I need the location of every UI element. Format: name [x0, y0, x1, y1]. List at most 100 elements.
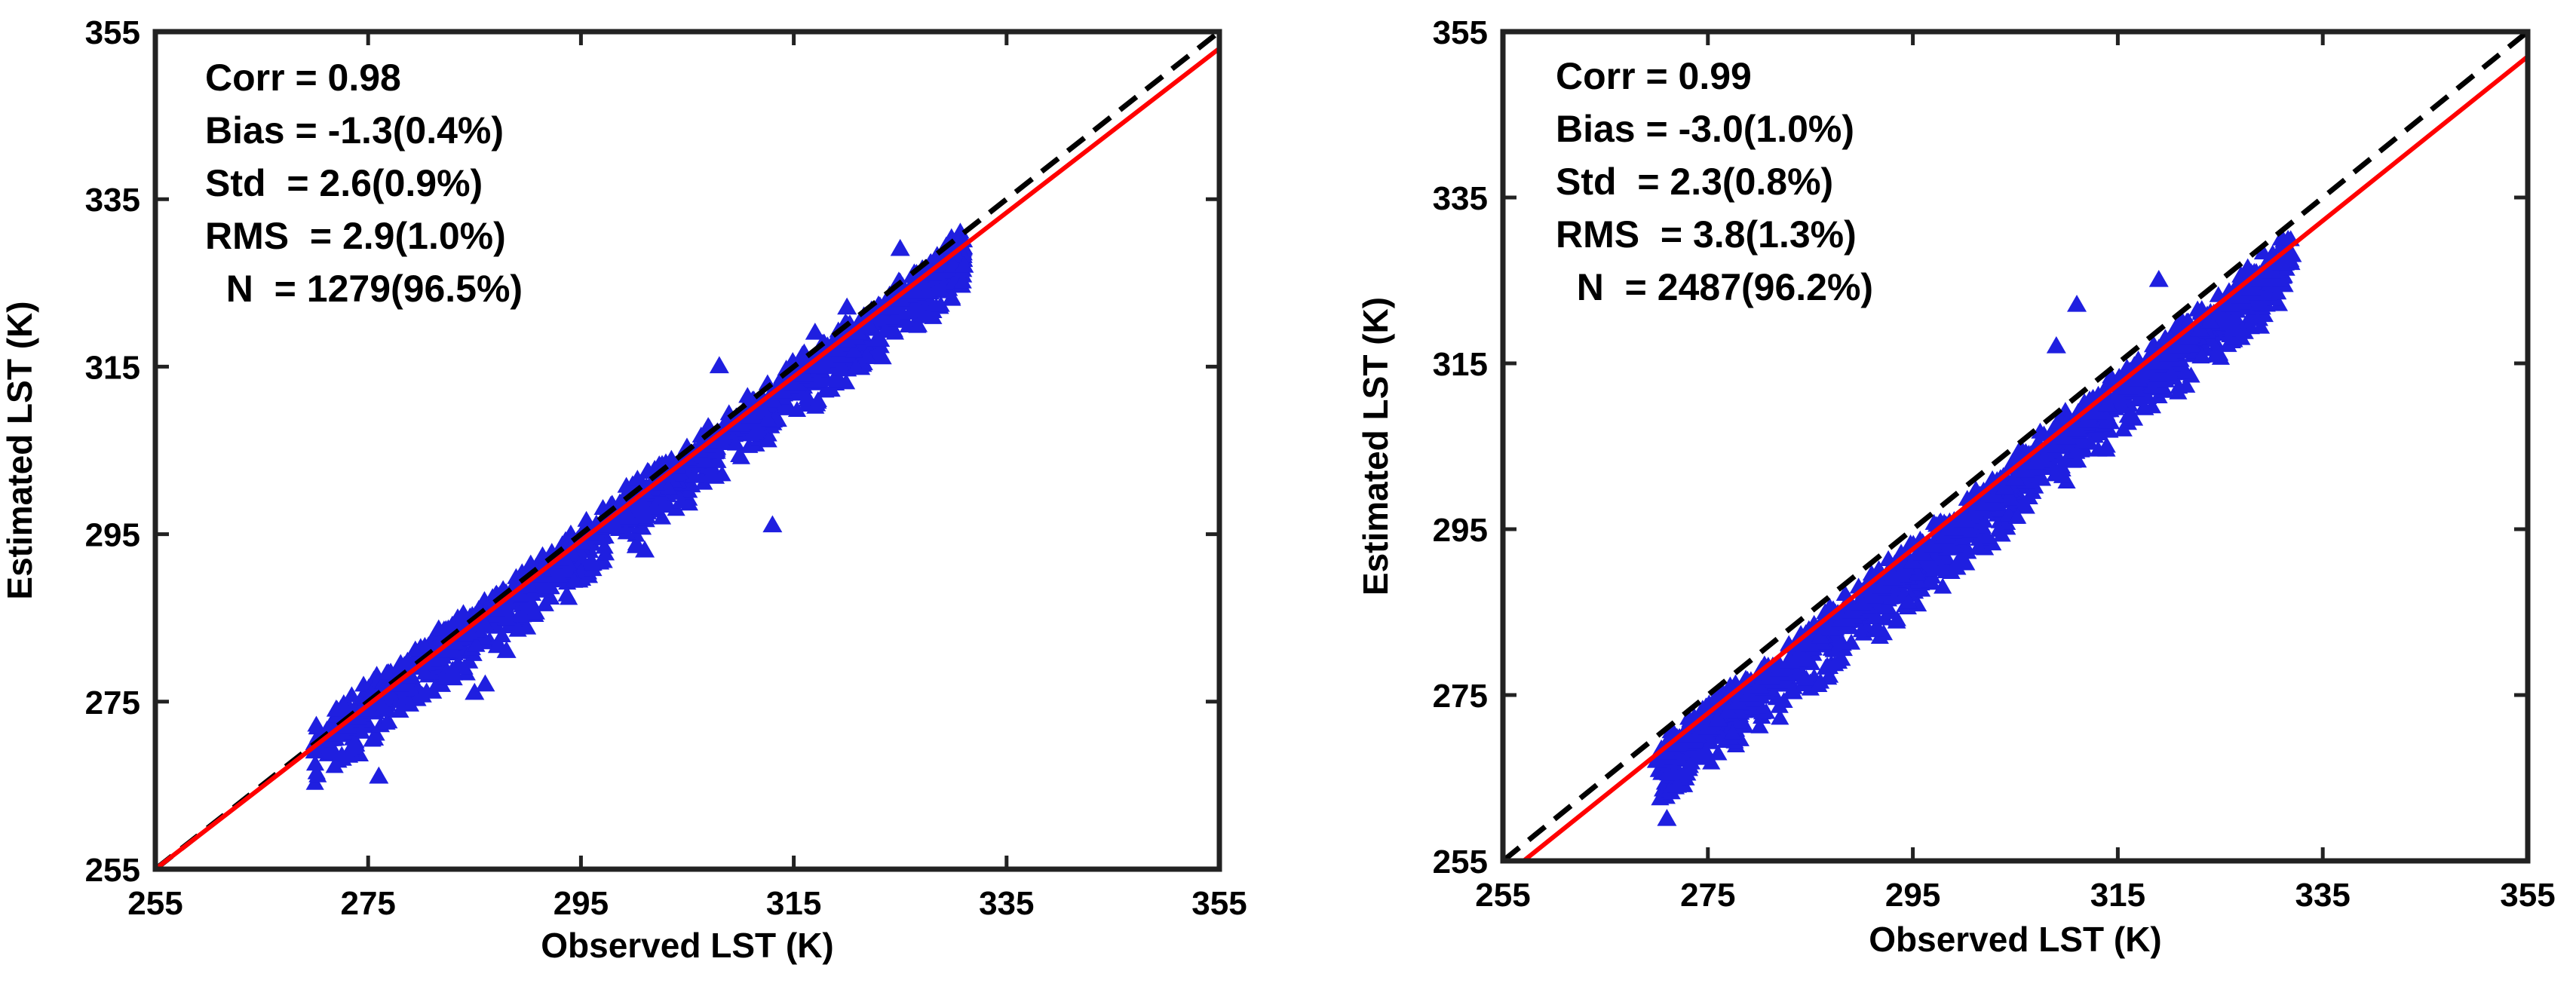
data-point	[773, 381, 793, 399]
data-point	[890, 238, 910, 256]
plot-area	[1503, 32, 2528, 861]
scatter-point	[713, 433, 732, 451]
data-point	[2016, 461, 2036, 478]
data-point	[1934, 527, 1954, 544]
x-tick-label: 355	[1191, 885, 1247, 922]
x-tick-label: 315	[766, 885, 821, 922]
scatter-point	[1969, 537, 1988, 554]
data-point	[1667, 776, 1688, 793]
scatter-point	[867, 341, 886, 357]
scatter-point	[1723, 724, 1742, 740]
scatter-point	[928, 280, 947, 297]
scatter-point	[305, 755, 325, 771]
scatter-point	[1820, 657, 1839, 674]
scatter-point	[2026, 477, 2044, 494]
data-point	[858, 314, 879, 332]
data-point	[1739, 684, 1759, 702]
scatter-point	[672, 492, 691, 509]
data-point	[2241, 278, 2262, 296]
data-point	[2271, 253, 2292, 271]
scatter-point	[857, 346, 876, 363]
y-tick-label: 275	[1433, 678, 1488, 715]
data-point	[2036, 444, 2056, 461]
scatter-point	[1992, 525, 2011, 542]
scatter-point	[2136, 399, 2154, 415]
data-point	[1708, 709, 1728, 727]
data-point	[1882, 568, 1903, 586]
scatter-point	[346, 736, 365, 752]
data-point	[1954, 510, 1974, 528]
scatter-point	[1696, 749, 1715, 765]
scatter-point	[2142, 378, 2161, 394]
scatter-point	[2052, 457, 2071, 474]
scatter-point	[342, 686, 361, 703]
scatter-point	[808, 393, 827, 409]
scatter-point	[400, 695, 420, 712]
data-point	[2067, 419, 2087, 436]
scatter-point	[695, 473, 713, 490]
scatter-point	[1899, 593, 1918, 609]
scatter-point	[2114, 420, 2133, 436]
scatter-point	[726, 434, 746, 451]
scatter-point	[2096, 407, 2115, 424]
scatter-point	[1888, 612, 1906, 629]
scatter-point	[2193, 347, 2212, 363]
data-point	[369, 766, 389, 784]
scatter-point	[437, 620, 455, 636]
y-tick-label: 315	[1433, 346, 1488, 383]
scatter-point	[942, 288, 961, 305]
data-point	[475, 674, 495, 692]
x-tick-label: 275	[1680, 877, 1735, 914]
x-tick-label: 335	[979, 885, 1034, 922]
y-tick-label: 335	[85, 182, 140, 219]
scatter-point	[759, 431, 777, 448]
scatter-point	[2143, 336, 2163, 353]
scatter-point	[2206, 346, 2225, 363]
axes-frame	[152, 29, 1222, 872]
scatter-point	[1783, 681, 1802, 698]
scatter-point	[508, 620, 527, 637]
stats-line: Std = 2.3(0.8%)	[1556, 161, 1833, 203]
data-point	[496, 641, 517, 658]
scatter-point	[759, 410, 777, 427]
scatter-point	[1659, 764, 1678, 781]
scatter-point	[885, 308, 903, 325]
scatter-point	[857, 335, 876, 351]
data-point	[358, 699, 379, 717]
scatter-point	[740, 436, 759, 453]
data-point	[2169, 336, 2189, 354]
data-point	[1749, 676, 1769, 694]
scatter-point	[541, 577, 560, 594]
data-point	[2118, 378, 2139, 395]
stats-line: RMS = 3.8(1.3%)	[1556, 213, 1857, 256]
scatter-point	[1854, 624, 1873, 641]
stats-line: Corr = 0.98	[205, 57, 401, 99]
data-point	[1964, 502, 1985, 519]
scatter-point	[1877, 597, 1896, 614]
y-tick-label: 355	[1433, 14, 1488, 51]
data-point	[1903, 552, 1923, 569]
data-point	[1688, 726, 1708, 743]
scatter-point	[455, 658, 474, 675]
data-point	[1790, 643, 1811, 660]
scatter-point	[846, 357, 866, 374]
x-axis-ticks: 255 275 295 315 335 355	[1475, 32, 2556, 914]
data-point	[1820, 618, 1841, 635]
x-tick-label: 335	[2295, 877, 2350, 914]
scatter-point	[866, 330, 885, 347]
scatter-point	[2053, 467, 2072, 483]
scatter-point	[1750, 717, 1769, 733]
scatter-point	[931, 296, 950, 312]
scatter-point	[1676, 769, 1695, 785]
scatter-point	[520, 598, 539, 614]
scatter-point	[748, 419, 767, 436]
data-point	[731, 415, 751, 432]
regression-line	[1520, 54, 2528, 861]
x-axis-label: Observed LST (K)	[541, 926, 834, 965]
data-point	[2210, 303, 2231, 320]
data-point	[2231, 328, 2251, 345]
scatter-point	[340, 746, 359, 763]
y-tick-label: 275	[85, 684, 140, 721]
scatter-point	[830, 371, 849, 387]
x-tick-label: 355	[2500, 877, 2555, 914]
